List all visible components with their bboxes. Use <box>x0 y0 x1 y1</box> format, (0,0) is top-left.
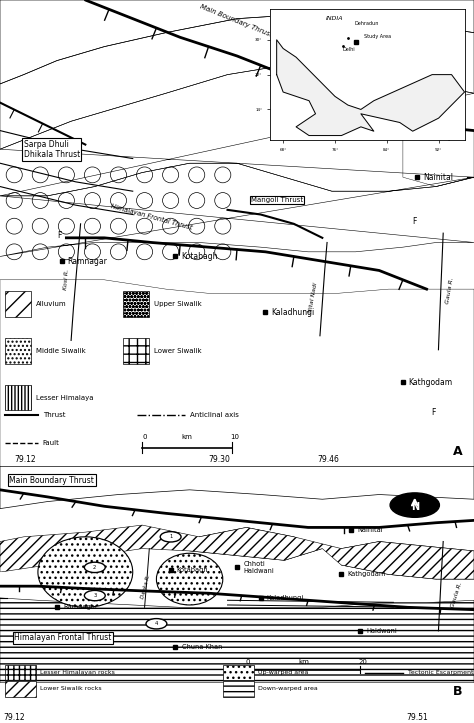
Text: km: km <box>298 659 309 664</box>
Text: Ramnagar: Ramnagar <box>63 604 98 610</box>
Bar <box>123 338 149 364</box>
Polygon shape <box>0 466 474 509</box>
Text: Himalayan Frontal Thrust: Himalayan Frontal Thrust <box>14 633 111 642</box>
Text: Kaladhungi: Kaladhungi <box>271 308 314 317</box>
Polygon shape <box>403 242 474 289</box>
Polygon shape <box>0 570 95 589</box>
Text: Nainital: Nainital <box>423 173 453 181</box>
Text: Delhi: Delhi <box>343 47 356 51</box>
Circle shape <box>84 562 105 573</box>
Text: N: N <box>410 74 419 85</box>
Bar <box>5 385 31 411</box>
Bar <box>5 291 31 317</box>
Bar <box>5 338 31 364</box>
Text: F: F <box>431 408 436 417</box>
Text: Main Boundary Thrust (MBT): Main Boundary Thrust (MBT) <box>199 3 294 46</box>
Text: Himalayan Frontal Thrust: Himalayan Frontal Thrust <box>110 203 193 231</box>
Bar <box>5 665 36 680</box>
Ellipse shape <box>156 553 223 605</box>
Text: Alluvium: Alluvium <box>36 301 66 307</box>
Text: 79.46: 79.46 <box>318 455 339 464</box>
Text: 79.51: 79.51 <box>406 713 428 722</box>
Polygon shape <box>341 542 474 579</box>
Text: A: A <box>453 445 462 458</box>
Text: Sarpa Dhuli
Dhikala Thrust: Sarpa Dhuli Dhikala Thrust <box>24 140 80 159</box>
Text: INDIA: INDIA <box>326 16 344 21</box>
Text: Lesser Himalayan rocks: Lesser Himalayan rocks <box>40 670 115 675</box>
Text: 2: 2 <box>93 565 97 570</box>
Text: 0: 0 <box>246 659 250 664</box>
Polygon shape <box>403 116 474 187</box>
Polygon shape <box>0 163 474 257</box>
Circle shape <box>84 591 105 601</box>
Polygon shape <box>277 40 465 135</box>
Text: 79.12: 79.12 <box>3 713 25 722</box>
Text: Chhoti
Haldwani: Chhoti Haldwani <box>243 561 274 574</box>
Text: Kotabagh: Kotabagh <box>177 567 209 573</box>
Text: Kathgodam: Kathgodam <box>409 378 453 387</box>
Circle shape <box>390 51 439 99</box>
Text: Main Boundary Thrust: Main Boundary Thrust <box>9 476 94 485</box>
Text: Nital Nadi: Nital Nadi <box>308 282 318 314</box>
Bar <box>223 665 254 680</box>
Text: Gaula R.: Gaula R. <box>450 581 463 608</box>
Text: Gaula R.: Gaula R. <box>445 277 454 304</box>
Text: Down-warped area: Down-warped area <box>258 686 318 691</box>
Text: N: N <box>410 502 419 513</box>
Text: Thrust: Thrust <box>43 412 65 418</box>
Text: B: B <box>453 685 462 698</box>
Polygon shape <box>0 0 474 84</box>
Polygon shape <box>190 528 322 560</box>
Text: Fault: Fault <box>43 440 60 446</box>
Polygon shape <box>0 280 474 466</box>
Text: 20: 20 <box>358 659 367 664</box>
Text: F: F <box>57 231 62 240</box>
Text: Anticlinal axis: Anticlinal axis <box>190 412 238 418</box>
Text: Up-warped area: Up-warped area <box>258 670 309 675</box>
Polygon shape <box>0 65 474 196</box>
Text: Lower Siwalik rocks: Lower Siwalik rocks <box>40 686 102 691</box>
Bar <box>223 681 254 697</box>
Polygon shape <box>0 163 261 257</box>
Text: Upper Siwalik: Upper Siwalik <box>154 301 202 307</box>
Text: Dabka R.: Dabka R. <box>140 573 151 599</box>
Text: Dehradun: Dehradun <box>355 20 379 25</box>
Text: Kathgodam: Kathgodam <box>347 571 386 578</box>
Text: 79.30: 79.30 <box>209 455 230 464</box>
Text: Mangoli Thrust: Mangoli Thrust <box>251 197 303 203</box>
Text: Lower Siwalik: Lower Siwalik <box>154 348 201 354</box>
Text: Nainital: Nainital <box>357 527 383 533</box>
Text: Ramnagar: Ramnagar <box>67 257 107 265</box>
Text: F: F <box>412 217 417 226</box>
Text: 0: 0 <box>142 435 147 440</box>
Circle shape <box>390 493 439 518</box>
Polygon shape <box>308 247 403 294</box>
Text: Kotabagh: Kotabagh <box>181 252 218 261</box>
Polygon shape <box>0 14 474 149</box>
Text: 4: 4 <box>155 621 158 626</box>
Bar <box>5 681 36 697</box>
Ellipse shape <box>38 536 133 607</box>
Text: km: km <box>182 435 192 440</box>
Polygon shape <box>0 598 474 683</box>
Text: Middle Siwalik: Middle Siwalik <box>36 348 85 354</box>
Text: Study Area: Study Area <box>364 33 391 38</box>
Circle shape <box>160 531 181 542</box>
Text: 10: 10 <box>230 435 239 440</box>
Text: Lesser Himalaya: Lesser Himalaya <box>36 395 93 401</box>
Text: Kosi R.: Kosi R. <box>63 269 70 290</box>
Text: 79.12: 79.12 <box>14 455 36 464</box>
Polygon shape <box>403 177 474 247</box>
Text: Haldwani: Haldwani <box>366 628 397 634</box>
Bar <box>123 291 149 317</box>
Polygon shape <box>403 74 474 131</box>
Text: 3: 3 <box>93 593 96 598</box>
Text: Chuna Khan: Chuna Khan <box>182 644 222 650</box>
Circle shape <box>146 619 167 629</box>
Text: 1: 1 <box>169 534 173 539</box>
Text: Tectonic Escarpment: Tectonic Escarpment <box>408 670 473 675</box>
Polygon shape <box>0 525 474 579</box>
Text: Kaladhungi: Kaladhungi <box>267 595 304 601</box>
